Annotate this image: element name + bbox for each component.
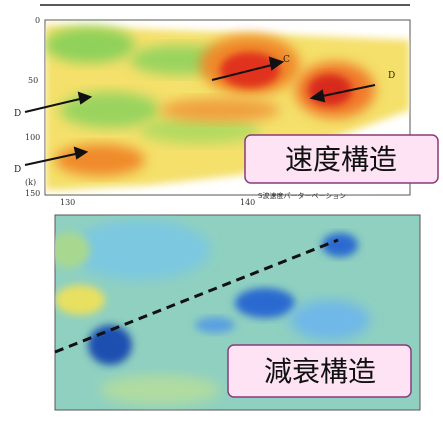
annotation: D xyxy=(14,109,21,119)
caption: S波速度パーターベーション xyxy=(258,191,346,200)
annotation: D xyxy=(14,165,21,175)
panel-label: 速度構造 xyxy=(285,143,397,176)
x-tick-label: 140 xyxy=(240,198,255,207)
x-tick-label: 130 xyxy=(60,198,75,207)
panel-label: 減衰構造 xyxy=(264,355,376,388)
figure: 0 50 100 (k) 150 130 140 C D D D S波速度パータ… xyxy=(0,0,443,433)
y-tick-label: 0 xyxy=(35,16,40,25)
y-tick-label: 150 xyxy=(25,189,40,198)
velocity-panel: 0 50 100 (k) 150 130 140 C D D D S波速度パータ… xyxy=(14,16,438,207)
annotation: C xyxy=(283,55,290,65)
attenuation-panel: 減衰構造 xyxy=(50,215,420,410)
annotation: D xyxy=(388,71,395,81)
y-tick-label: 100 xyxy=(25,133,40,142)
y-tick-label: 50 xyxy=(28,76,38,85)
y-tick-label: (k) xyxy=(25,178,36,187)
